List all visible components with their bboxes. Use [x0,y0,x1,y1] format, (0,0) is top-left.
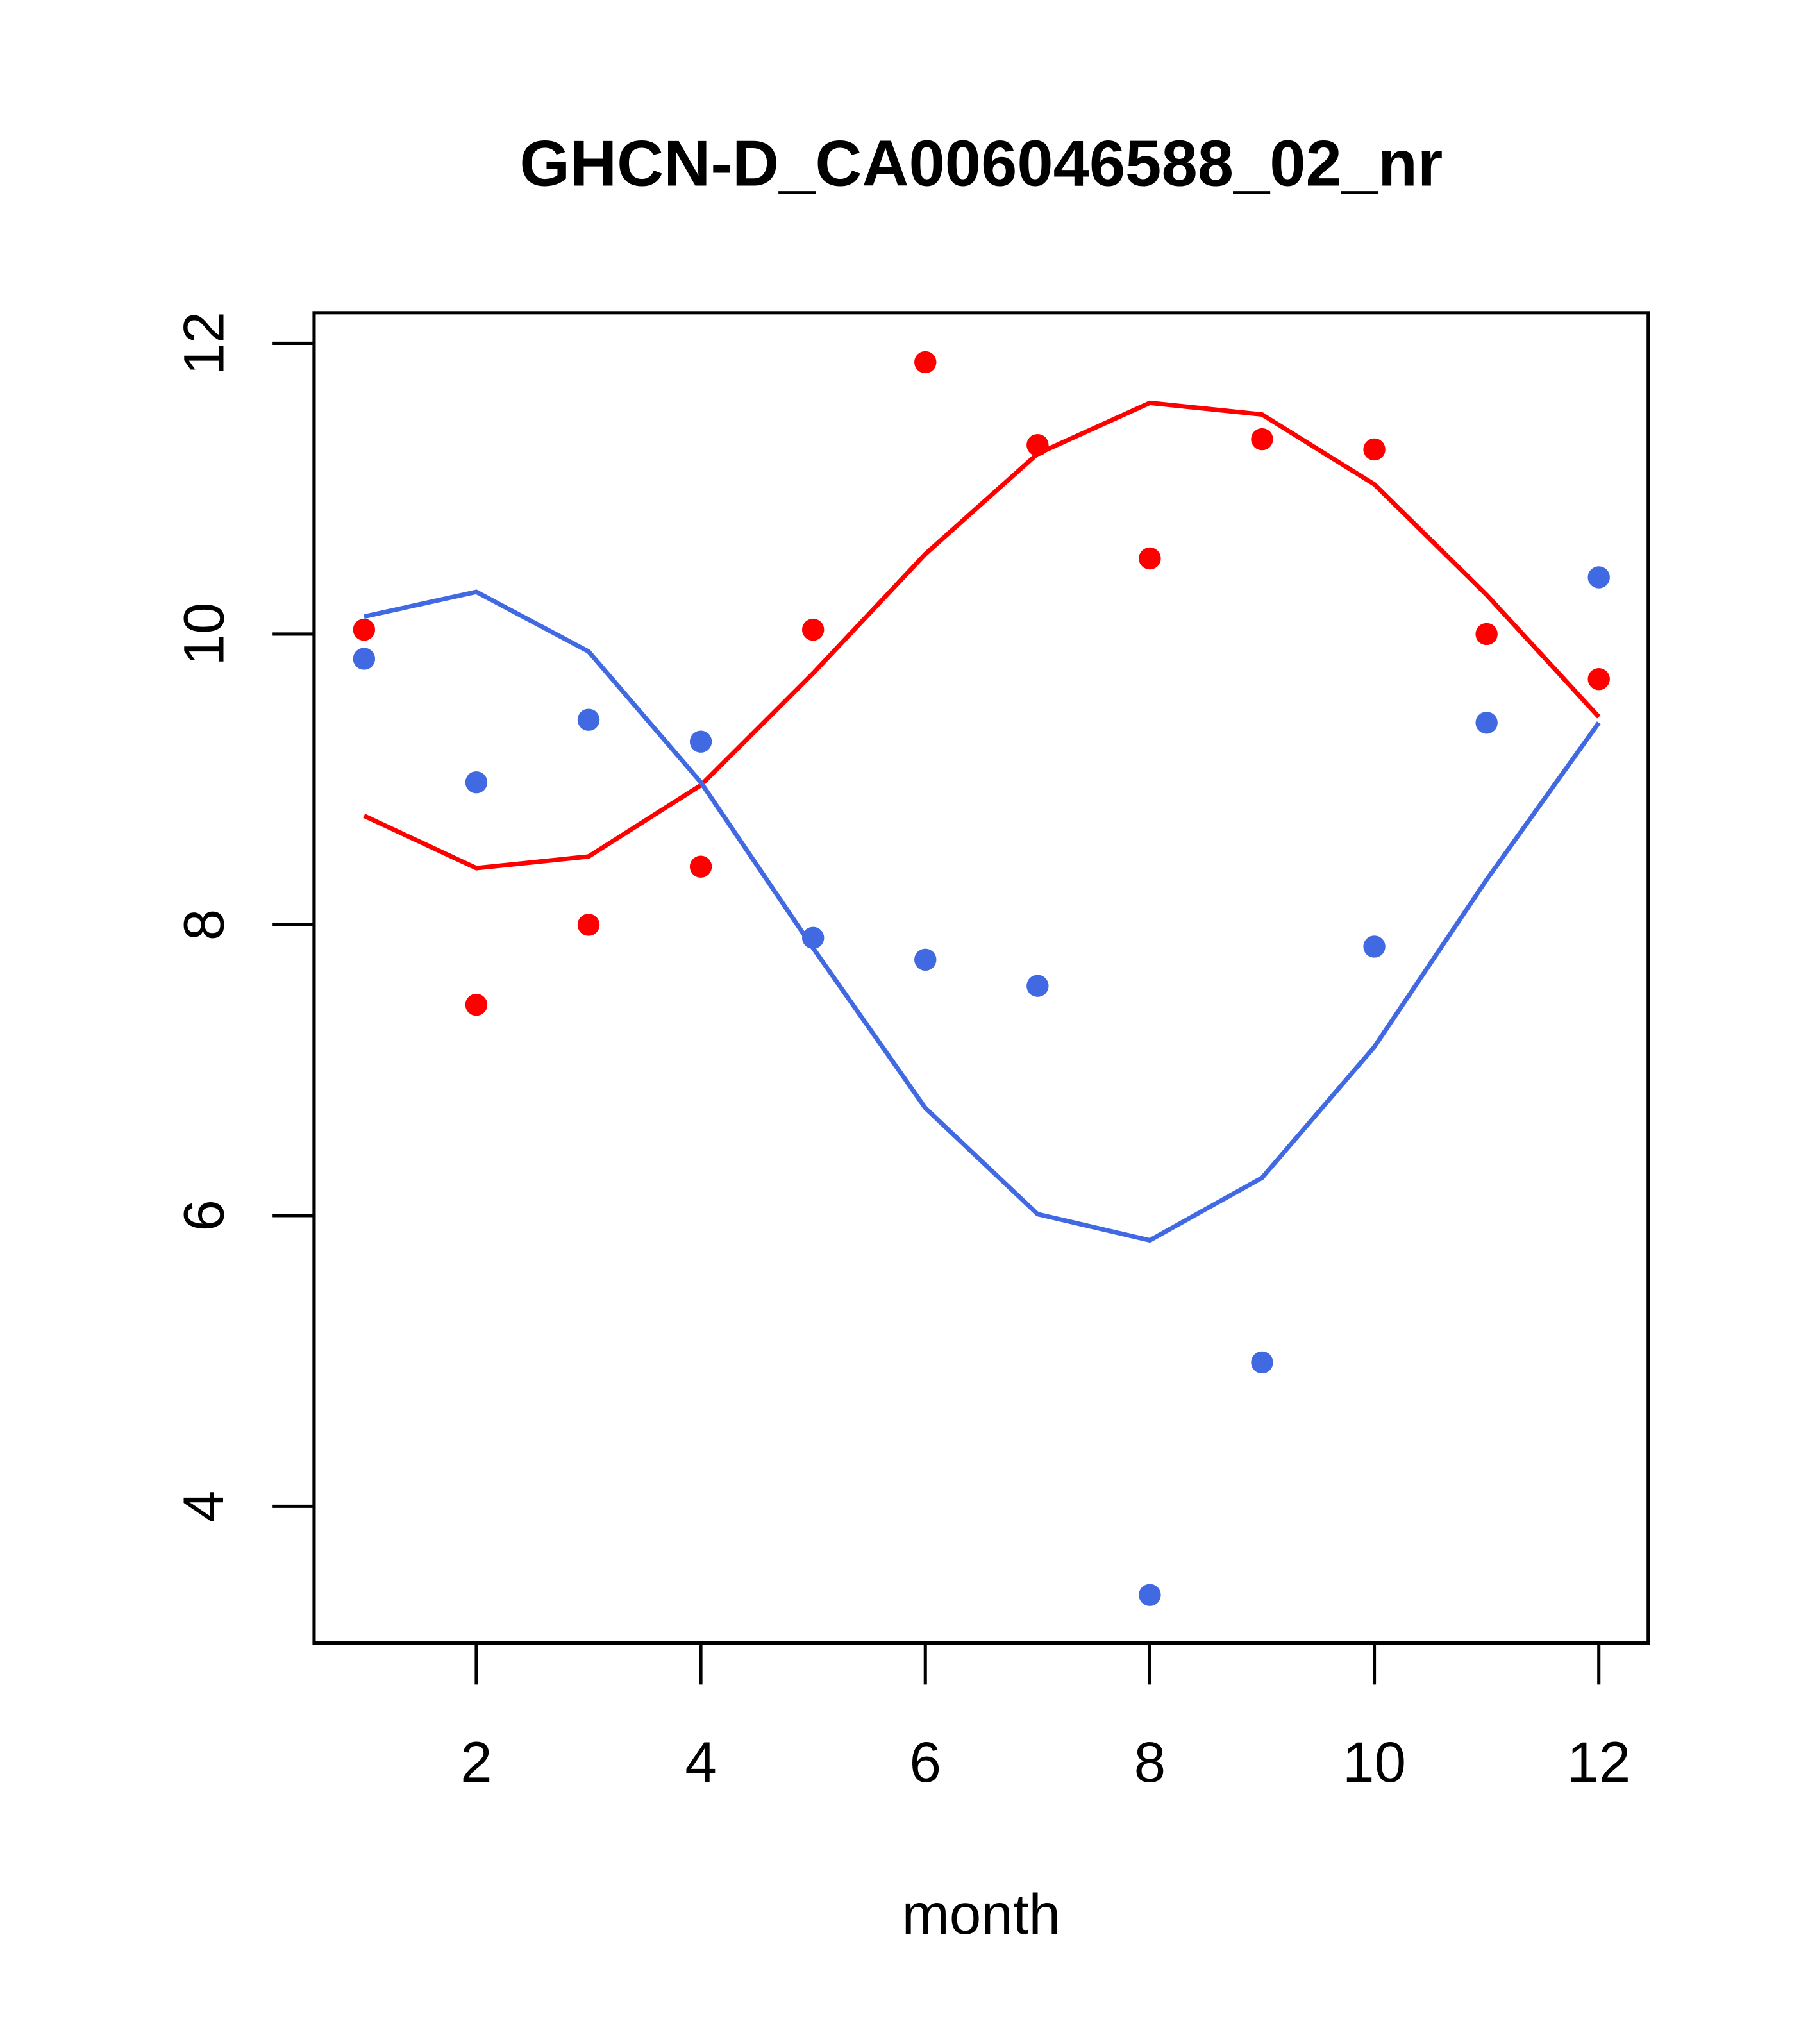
y-tick-label: 12 [171,312,235,375]
blue-line-series [364,589,1601,1243]
blue-point [1026,975,1049,997]
plot-frame [312,311,1650,1645]
red-point [914,351,937,374]
red-point [1475,623,1498,646]
blue-point [1587,566,1610,589]
red-point [1251,428,1273,451]
y-tick-label: 10 [171,602,235,666]
blue-point [353,648,376,670]
x-axis: 2 4 6 8 10 12 [460,1641,1630,1794]
y-tick-label: 4 [171,1491,235,1523]
blue-point [465,771,488,794]
blue-point [1475,712,1498,734]
chart-title: GHCN-D_CA006046588_02_nr [519,127,1443,199]
blue-point [801,926,825,950]
blue-point [577,708,600,731]
red-point [577,914,600,936]
red-point [1139,547,1161,570]
x-tick-label: 2 [460,1730,492,1794]
x-axis-label: month [902,1882,1061,1946]
blue-point [1251,1351,1273,1374]
blue-point [1363,935,1386,958]
y-axis: 4 6 8 10 12 [171,312,316,1523]
red-point [801,618,825,641]
x-tick-label: 10 [1343,1730,1406,1794]
x-tick-label: 12 [1567,1730,1630,1794]
blue-point [1139,1584,1161,1606]
red-line-series [363,400,1601,871]
red-point [689,855,712,878]
blue-point [689,730,712,753]
blue-point [914,948,937,971]
red-point [1026,433,1049,457]
red-point [1363,438,1386,461]
red-point [353,618,376,641]
x-tick-label: 8 [1134,1730,1166,1794]
x-tick-label: 4 [685,1730,717,1794]
red-point [465,993,488,1016]
y-tick-label: 8 [171,909,235,941]
y-tick-label: 6 [171,1200,235,1232]
x-tick-label: 6 [909,1730,941,1794]
red-point [1587,668,1610,691]
plot-marks [353,351,1610,1606]
